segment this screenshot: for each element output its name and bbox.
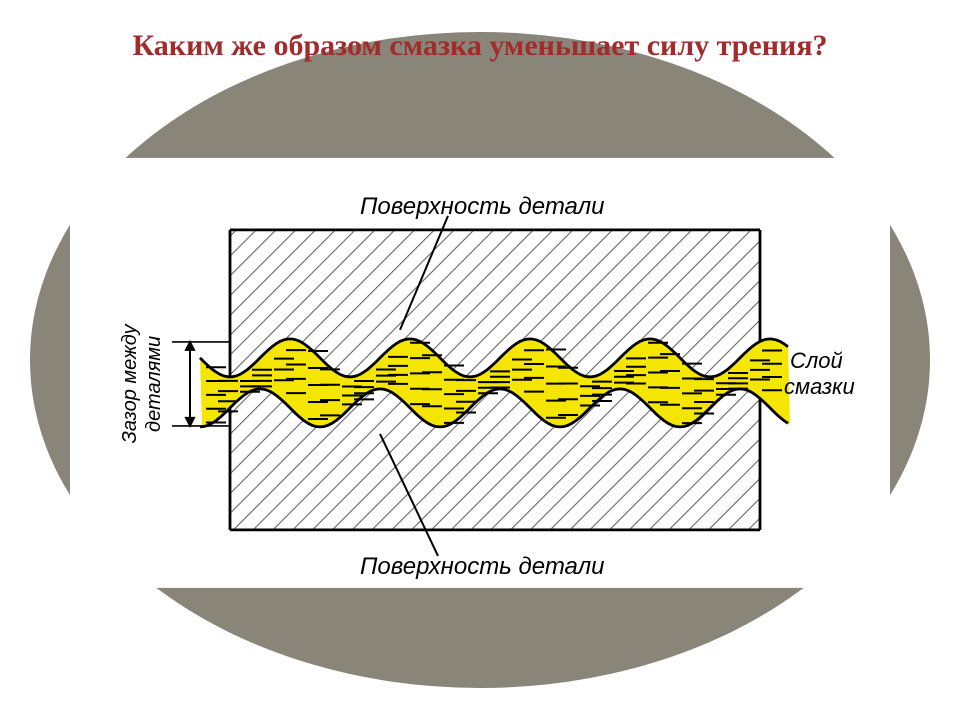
friction-diagram: Поверхность детали Поверхность детали Слой… <box>70 158 890 588</box>
label-surface-top: Поверхность детали <box>360 193 605 220</box>
label-gap-1: Зазор между <box>119 323 141 443</box>
page-title: Каким же образом смазка уменьшает силу т… <box>0 28 960 64</box>
label-lube-1: Слой <box>790 348 843 373</box>
label-lube-2: смазки <box>784 374 855 399</box>
diagram-panel: Поверхность детали Поверхность детали Слой… <box>70 158 890 588</box>
label-surface-bottom: Поверхность детали <box>360 553 605 580</box>
label-gap-2: деталями <box>143 336 165 432</box>
